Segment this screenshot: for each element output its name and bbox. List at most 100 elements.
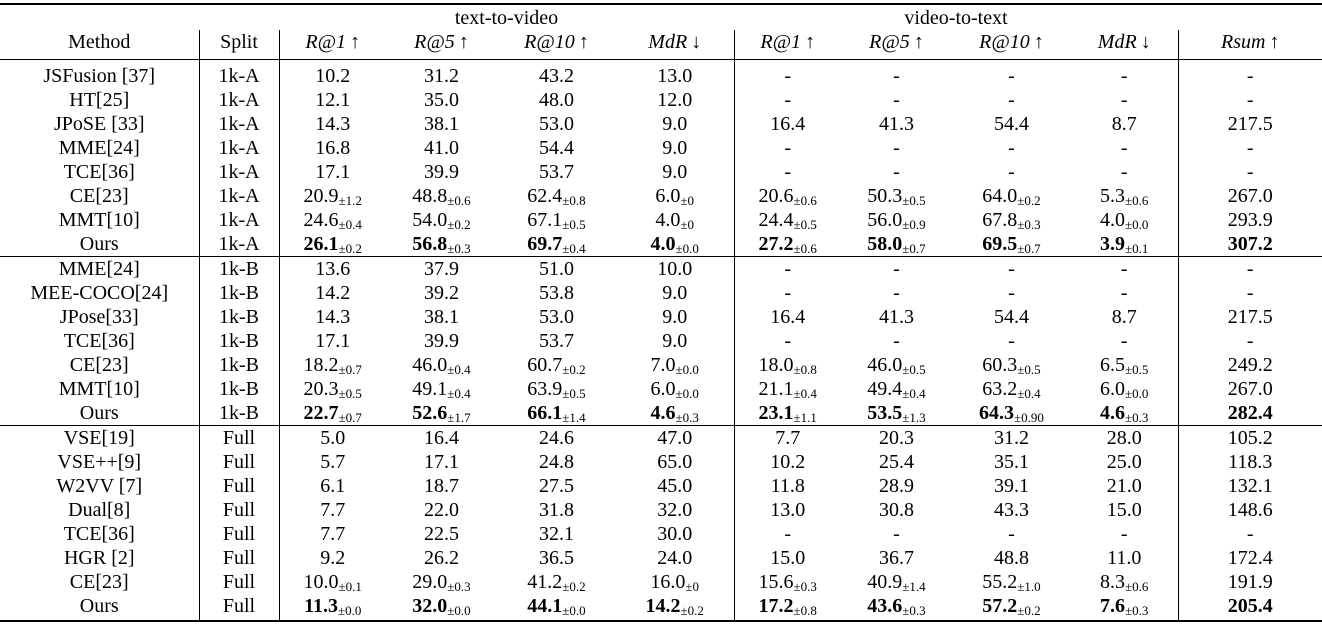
metric-cell: 24.6 xyxy=(497,425,616,450)
metric-cell: 39.9 xyxy=(386,160,497,184)
split-cell: 1k-B xyxy=(199,401,280,426)
metric-value: 14.3 xyxy=(315,113,351,135)
metric-value: - xyxy=(1008,89,1015,111)
metric-cell: 53.7 xyxy=(497,160,616,184)
metric-value: - xyxy=(893,282,900,304)
metric-cell: - xyxy=(734,522,841,546)
metric-cell: - xyxy=(734,88,841,112)
table-row: MME[24] 1k-A 16.8 41.0 54.4 9.0 - - - - - xyxy=(0,136,1322,160)
metric-value: 10.0 xyxy=(657,258,693,280)
std-dev: ±1.0 xyxy=(1017,579,1041,594)
split-cell: 1k-A xyxy=(199,88,280,112)
metric-cell: - xyxy=(841,59,952,88)
std-dev: ±0.1 xyxy=(1125,241,1149,256)
metric-cell: 6.0±0 xyxy=(616,184,735,208)
method-cell: JPose[33] xyxy=(0,305,200,329)
metric-value: 39.1 xyxy=(994,475,1029,497)
metric-value: - xyxy=(784,258,792,280)
up-arrow-icon: ↑ xyxy=(913,31,924,53)
table-row: JPoSE [33] 1k-A 14.3 38.1 53.0 9.0 16.4 41.3 54.… xyxy=(0,112,1322,136)
table-row: Ours 1k-B 22.7±0.7 52.6±1.7 66.1±1.4 4.6±0.3 2… xyxy=(0,401,1322,426)
metric-value: 18.0 xyxy=(758,354,794,376)
metric-value: 41.0 xyxy=(424,137,459,159)
metric-value: 6.5 xyxy=(1100,354,1126,376)
metric-cell: 6.1 xyxy=(279,474,386,498)
split-cell: Full xyxy=(199,425,280,450)
table-row: VSE[19] Full 5.0 16.4 24.6 47.0 7.7 20.3 31.2 28.… xyxy=(0,425,1322,450)
method-cell: HT[25] xyxy=(0,88,200,112)
metric-cell: - xyxy=(1071,256,1179,281)
metric-cell: 11.0 xyxy=(1071,546,1179,570)
metric-value: 32.0 xyxy=(657,499,693,521)
column-header: Method xyxy=(0,30,200,60)
metric-cell: - xyxy=(952,59,1071,88)
metric-cell: 64.3±0.90 xyxy=(952,401,1071,426)
metric-value: 31.2 xyxy=(994,427,1029,449)
metric-cell: 132.1 xyxy=(1178,474,1322,498)
metric-cell: 26.1±0.2 xyxy=(279,232,386,257)
split-cell: 1k-B xyxy=(199,305,280,329)
column-header: MdR ↓ xyxy=(616,30,735,60)
std-dev: ±0.2 xyxy=(1017,603,1041,618)
metric-value: 217.5 xyxy=(1227,306,1273,328)
metric-value: 205.4 xyxy=(1227,595,1273,617)
metric-value: - xyxy=(784,330,792,352)
metric-value: 58.0 xyxy=(867,233,903,255)
metric-cell: 54.4 xyxy=(497,136,616,160)
metric-cell: 9.0 xyxy=(616,136,735,160)
metric-cell: 7.6±0.3 xyxy=(1071,594,1179,622)
metric-cell: 64.0±0.2 xyxy=(952,184,1071,208)
metric-cell: - xyxy=(841,88,952,112)
metric-cell: - xyxy=(841,281,952,305)
metric-cell: - xyxy=(1178,59,1322,88)
std-dev: ±0.6 xyxy=(793,193,817,208)
metric-value: 21.0 xyxy=(1106,475,1142,497)
split-cell: 1k-B xyxy=(199,281,280,305)
method-cell: CE[23] xyxy=(0,184,200,208)
metric-value: 63.9 xyxy=(527,378,563,400)
metric-cell: 14.3 xyxy=(279,112,386,136)
metric-cell: 32.1 xyxy=(497,522,616,546)
metric-cell: 22.7±0.7 xyxy=(279,401,386,426)
metric-cell: 58.0±0.7 xyxy=(841,232,952,257)
split-cell: Full xyxy=(199,546,280,570)
std-dev: ±0.5 xyxy=(1125,362,1149,377)
method-cell: TCE[36] xyxy=(0,329,200,353)
metric-value: 4.6 xyxy=(650,402,676,424)
metric-value: 28.0 xyxy=(1106,427,1142,449)
metric-value: - xyxy=(1246,137,1254,159)
metric-cell: 217.5 xyxy=(1178,305,1322,329)
metric-value: 51.0 xyxy=(539,258,574,280)
metric-cell: 40.9±1.4 xyxy=(841,570,952,594)
metric-value: 16.8 xyxy=(315,137,351,159)
metric-cell: 28.9 xyxy=(841,474,952,498)
metric-value: 47.0 xyxy=(657,427,693,449)
metric-cell: 30.0 xyxy=(616,522,735,546)
metric-cell: 56.8±0.3 xyxy=(386,232,497,257)
metric-value: - xyxy=(1246,523,1254,545)
metric-value: 10.0 xyxy=(303,571,339,593)
metric-value: 12.1 xyxy=(315,89,351,111)
metric-value: - xyxy=(1120,330,1128,352)
method-cell: W2VV [7] xyxy=(0,474,200,498)
metric-value: 105.2 xyxy=(1227,427,1273,449)
metric-value: 9.0 xyxy=(662,161,688,183)
metric-value: 18.7 xyxy=(424,475,459,497)
metric-cell: 24.6±0.4 xyxy=(279,208,386,232)
metric-cell: 43.3 xyxy=(952,498,1071,522)
metric-value: 6.0 xyxy=(650,378,676,400)
std-dev: ±0.7 xyxy=(902,241,926,256)
split-cell: Full xyxy=(199,498,280,522)
metric-value: 5.0 xyxy=(320,427,346,449)
std-dev: ±0.0 xyxy=(1125,386,1149,401)
column-header: Rsum ↑ xyxy=(1178,30,1322,60)
metric-cell: 53.0 xyxy=(497,112,616,136)
metric-value: 12.0 xyxy=(657,89,693,111)
std-dev: ±0.4 xyxy=(902,386,926,401)
metric-cell: 67.8±0.3 xyxy=(952,208,1071,232)
metric-cell: 54.4 xyxy=(952,305,1071,329)
table-row: MME[24] 1k-B 13.6 37.9 51.0 10.0 - - - - - xyxy=(0,256,1322,281)
metric-value: 4.6 xyxy=(1100,402,1126,424)
metric-value: 31.8 xyxy=(539,499,574,521)
metric-cell: - xyxy=(1178,160,1322,184)
